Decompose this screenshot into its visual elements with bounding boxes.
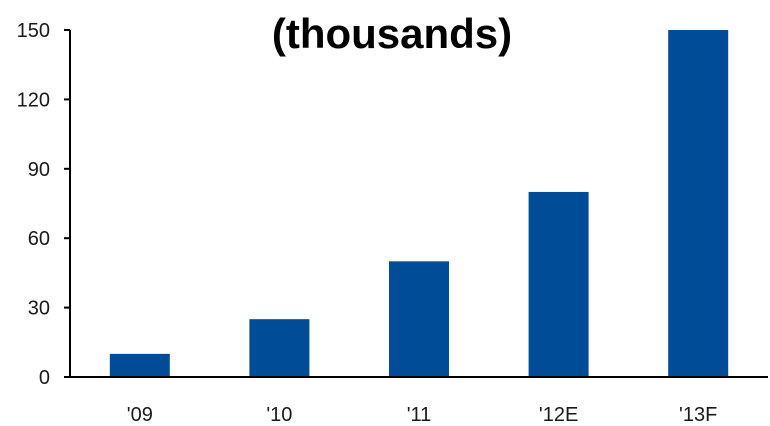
- bar-3: [528, 191, 589, 377]
- x-tick-label: '13F: [679, 404, 717, 426]
- x-tick-label: '09: [127, 404, 153, 426]
- bars: [109, 30, 729, 377]
- bar-1: [249, 319, 310, 377]
- y-tick-label: 120: [17, 89, 50, 111]
- chart-title: (thousands): [272, 10, 512, 57]
- x-tick-label: '10: [266, 404, 292, 426]
- y-tick-label: 150: [17, 20, 50, 42]
- y-tick-label: 60: [28, 228, 50, 250]
- y-tick-label: 30: [28, 298, 50, 320]
- bar-4: [668, 30, 729, 377]
- x-tick-label: '12E: [539, 404, 578, 426]
- x-tick-label: '11: [407, 404, 432, 426]
- y-tick-label: 0: [39, 367, 50, 389]
- y-tick-label: 90: [28, 159, 50, 181]
- x-axis-ticks: '09 '10 '11 '12E '13F: [127, 404, 718, 426]
- bar-0: [109, 353, 170, 377]
- bar-2: [389, 261, 449, 377]
- y-axis-ticks: 0 30 60 90 120 150: [17, 20, 70, 389]
